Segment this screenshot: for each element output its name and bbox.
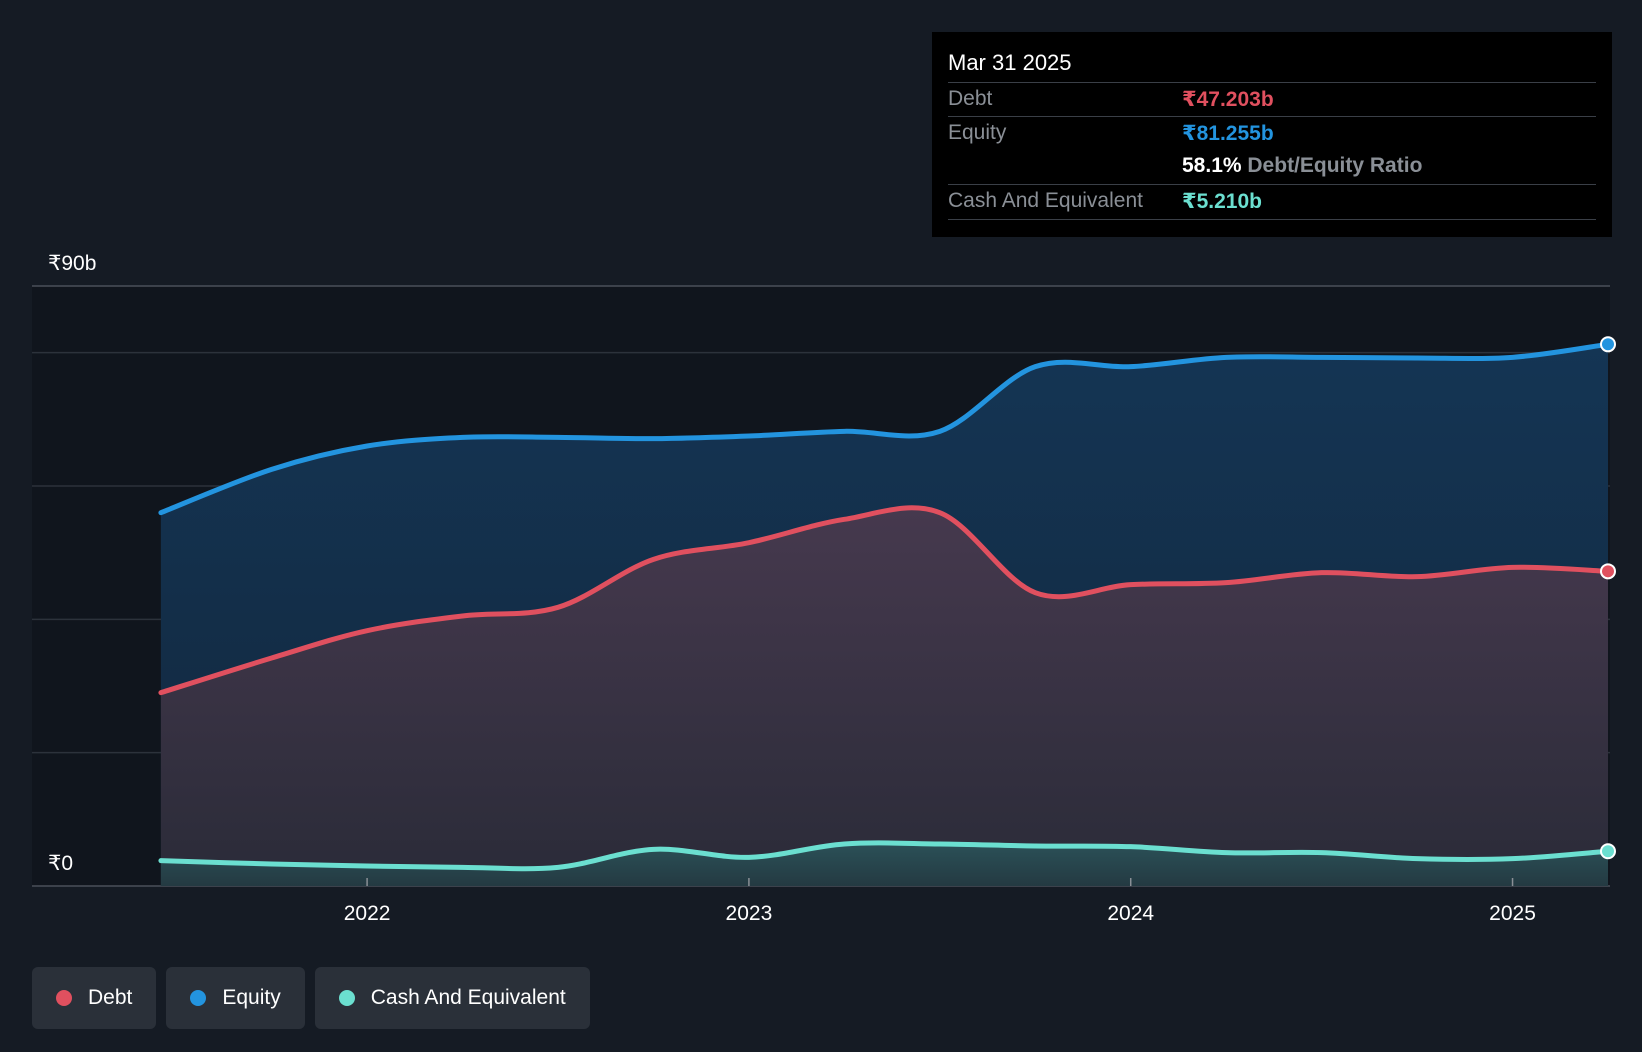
legend-equity-label: Equity (222, 986, 281, 1009)
cash-end-dot[interactable] (1600, 843, 1616, 860)
legend-cash-label: Cash And Equivalent (370, 986, 566, 1009)
y-label-bottom: ₹0 (48, 852, 73, 875)
tooltip-equity-label: Equity (948, 121, 1007, 144)
tooltip-ratio-label: Debt/Equity Ratio (1247, 154, 1423, 177)
tooltip-cash-label: Cash And Equivalent (948, 189, 1143, 212)
tooltip-debt-value: ₹47.203b (1182, 88, 1274, 111)
tooltip-ratio: 58.1% Debt/Equity Ratio (1182, 154, 1422, 178)
tooltip-date: Mar 31 2025 (948, 50, 1072, 75)
y-label-top: ₹90b (48, 252, 96, 275)
x-tick-label: 2024 (1107, 902, 1154, 925)
equity-dot-icon (190, 990, 207, 1006)
x-axis: 2022 2023 2024 2025 (344, 878, 1536, 925)
cash-line (158, 840, 1611, 872)
tooltip-equity-row: Equity ₹81.255b (948, 116, 1596, 151)
debt-line (158, 505, 1611, 696)
legend-item-cash[interactable]: Cash And Equivalent (314, 967, 590, 1029)
debt-dot-icon (56, 990, 72, 1006)
tooltip-debt-label: Debt (948, 87, 993, 110)
debt-area (160, 507, 1609, 886)
x-tick-label: 2023 (726, 902, 773, 925)
tooltip-ratio-value: 58.1% (1182, 154, 1242, 177)
x-tick-label: 2025 (1489, 902, 1536, 925)
tooltip-cash-value: ₹5.210b (1182, 190, 1262, 213)
legend: Debt Equity Cash And Equivalent (32, 967, 590, 1029)
tooltip-cash-row: Cash And Equivalent ₹5.210b (948, 184, 1596, 220)
tooltip: Mar 31 2025 Debt ₹47.203b Equity ₹81.255… (932, 32, 1612, 237)
legend-item-debt[interactable]: Debt (32, 967, 157, 1029)
legend-debt-label: Debt (88, 986, 133, 1009)
debt-end-dot[interactable] (1600, 563, 1616, 580)
x-tick-label: 2022 (344, 902, 391, 925)
legend-item-equity[interactable]: Equity (166, 967, 305, 1029)
tooltip-ratio-row: 58.1% Debt/Equity Ratio (948, 150, 1596, 184)
cash-dot-icon (338, 990, 355, 1006)
tooltip-equity-value: ₹81.255b (1182, 122, 1274, 145)
tooltip-debt-row: Debt ₹47.203b (948, 82, 1596, 117)
equity-end-dot[interactable] (1600, 336, 1616, 353)
equity-line (158, 341, 1611, 516)
